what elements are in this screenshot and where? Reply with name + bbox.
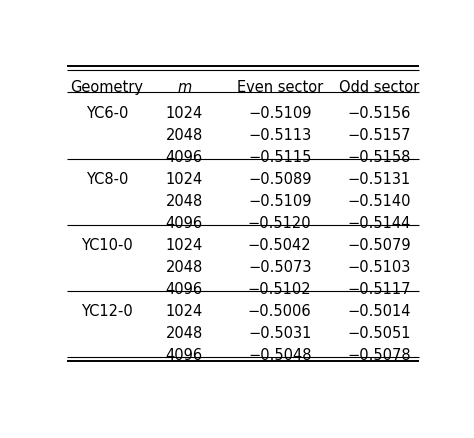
Text: 1024: 1024 — [165, 303, 203, 318]
Text: 4096: 4096 — [165, 281, 203, 296]
Text: YC6-0: YC6-0 — [86, 106, 128, 121]
Text: −0.5089: −0.5089 — [248, 172, 311, 187]
Text: Even sector: Even sector — [237, 80, 323, 95]
Text: −0.5031: −0.5031 — [248, 325, 311, 340]
Text: 2048: 2048 — [165, 194, 203, 208]
Text: Odd sector: Odd sector — [339, 80, 419, 95]
Text: −0.5014: −0.5014 — [347, 303, 410, 318]
Text: YC10-0: YC10-0 — [81, 237, 133, 252]
Text: 2048: 2048 — [165, 128, 203, 143]
Text: −0.5156: −0.5156 — [347, 106, 410, 121]
Text: −0.5006: −0.5006 — [248, 303, 311, 318]
Text: Geometry: Geometry — [71, 80, 144, 95]
Text: −0.5102: −0.5102 — [248, 281, 311, 296]
Text: 4096: 4096 — [165, 150, 203, 165]
Text: −0.5115: −0.5115 — [248, 150, 311, 165]
Text: −0.5042: −0.5042 — [248, 237, 311, 252]
Text: −0.5113: −0.5113 — [248, 128, 311, 143]
Text: −0.5157: −0.5157 — [347, 128, 410, 143]
Text: −0.5109: −0.5109 — [248, 194, 311, 208]
Text: 4096: 4096 — [165, 347, 203, 362]
Text: −0.5117: −0.5117 — [347, 281, 410, 296]
Text: −0.5109: −0.5109 — [248, 106, 311, 121]
Text: −0.5144: −0.5144 — [347, 215, 410, 230]
Text: 2048: 2048 — [165, 259, 203, 274]
Text: −0.5131: −0.5131 — [347, 172, 410, 187]
Text: −0.5051: −0.5051 — [347, 325, 410, 340]
Text: 1024: 1024 — [165, 237, 203, 252]
Text: 4096: 4096 — [165, 215, 203, 230]
Text: −0.5079: −0.5079 — [347, 237, 410, 252]
Text: YC8-0: YC8-0 — [86, 172, 128, 187]
Text: m: m — [177, 80, 191, 95]
Text: −0.5103: −0.5103 — [347, 259, 410, 274]
Text: 1024: 1024 — [165, 172, 203, 187]
Text: −0.5158: −0.5158 — [347, 150, 410, 165]
Text: −0.5073: −0.5073 — [248, 259, 311, 274]
Text: −0.5078: −0.5078 — [347, 347, 410, 362]
Text: 1024: 1024 — [165, 106, 203, 121]
Text: −0.5140: −0.5140 — [347, 194, 410, 208]
Text: −0.5120: −0.5120 — [248, 215, 311, 230]
Text: −0.5048: −0.5048 — [248, 347, 311, 362]
Text: 2048: 2048 — [165, 325, 203, 340]
Text: YC12-0: YC12-0 — [81, 303, 133, 318]
